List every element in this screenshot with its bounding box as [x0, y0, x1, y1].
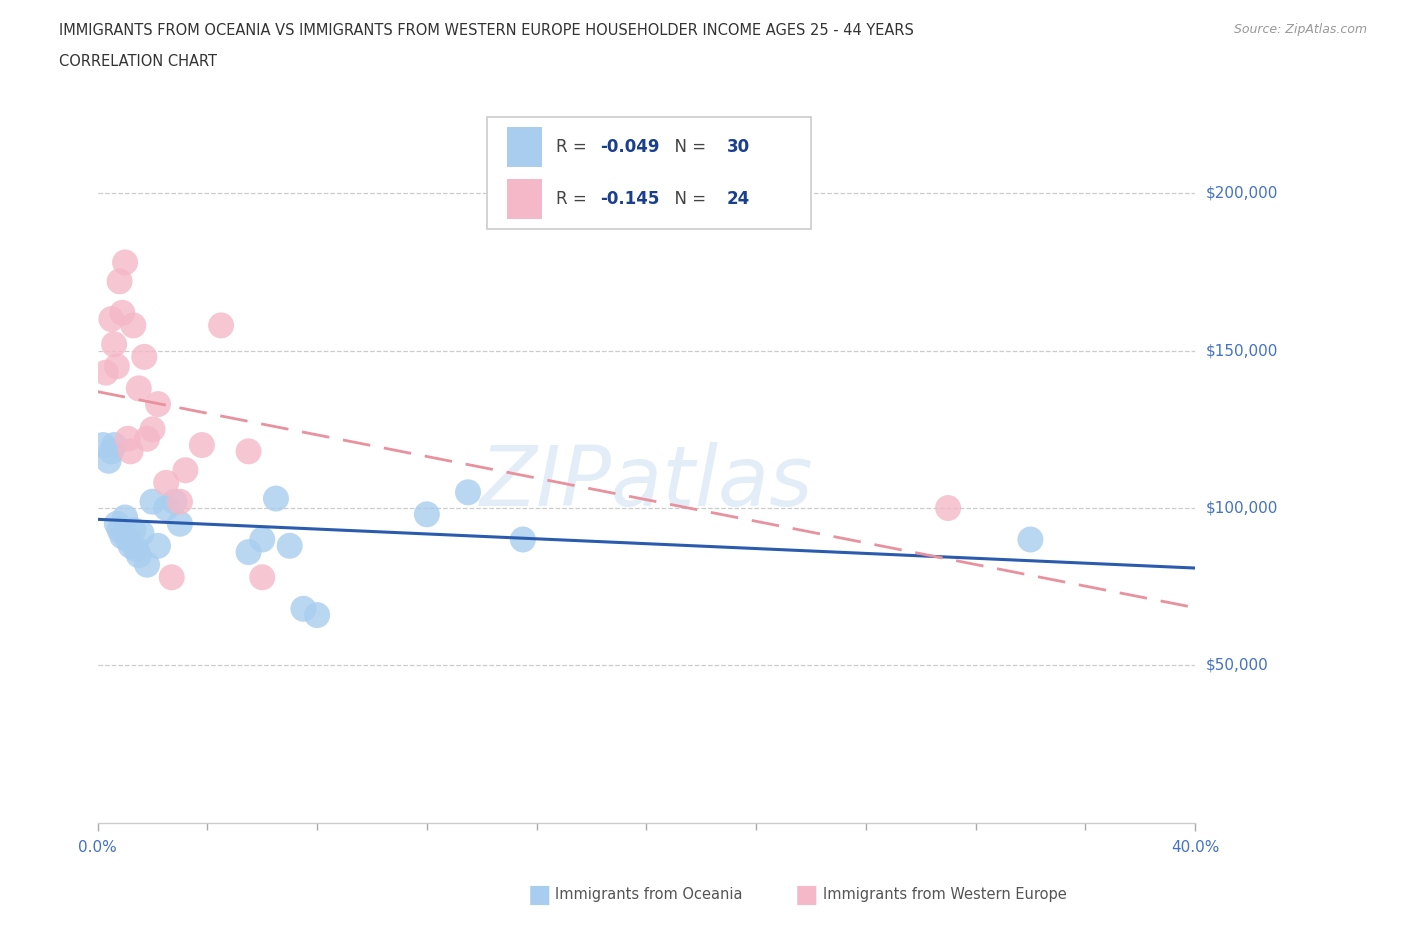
- Point: [238, 545, 260, 560]
- Text: -0.049: -0.049: [600, 139, 659, 156]
- Point: [163, 494, 186, 509]
- Point: [160, 570, 183, 585]
- Point: [100, 312, 122, 326]
- Point: [120, 538, 142, 553]
- FancyBboxPatch shape: [508, 127, 543, 167]
- Point: [141, 422, 163, 437]
- Text: R =: R =: [557, 139, 592, 156]
- Point: [307, 607, 329, 622]
- Text: $200,000: $200,000: [1206, 186, 1278, 201]
- Point: [136, 432, 159, 446]
- Point: [169, 516, 191, 531]
- Point: [97, 453, 120, 468]
- Point: [512, 532, 534, 547]
- Point: [936, 500, 959, 515]
- Point: [146, 397, 169, 412]
- Point: [131, 525, 153, 540]
- Text: 30: 30: [727, 139, 749, 156]
- Text: $150,000: $150,000: [1206, 343, 1278, 358]
- Point: [252, 570, 274, 585]
- Text: $50,000: $50,000: [1206, 658, 1268, 673]
- Point: [94, 365, 117, 380]
- Text: Immigrants from Oceania: Immigrants from Oceania: [555, 887, 742, 902]
- Text: ■: ■: [527, 883, 551, 907]
- Point: [117, 432, 139, 446]
- Point: [91, 438, 114, 453]
- Point: [136, 557, 159, 572]
- Text: $100,000: $100,000: [1206, 500, 1278, 515]
- Point: [278, 538, 301, 553]
- Point: [141, 494, 163, 509]
- Text: 24: 24: [727, 190, 749, 207]
- Point: [122, 523, 145, 538]
- Point: [128, 381, 150, 396]
- Point: [105, 516, 128, 531]
- FancyBboxPatch shape: [508, 179, 543, 219]
- Text: IMMIGRANTS FROM OCEANIA VS IMMIGRANTS FROM WESTERN EUROPE HOUSEHOLDER INCOME AGE: IMMIGRANTS FROM OCEANIA VS IMMIGRANTS FR…: [59, 23, 914, 38]
- Point: [292, 602, 315, 617]
- Point: [111, 529, 134, 544]
- Point: [238, 444, 260, 458]
- Point: [209, 318, 232, 333]
- Point: [134, 350, 156, 365]
- Point: [114, 510, 136, 525]
- Text: Source: ZipAtlas.com: Source: ZipAtlas.com: [1233, 23, 1367, 36]
- Point: [103, 438, 125, 453]
- Text: CORRELATION CHART: CORRELATION CHART: [59, 54, 217, 69]
- Point: [155, 500, 177, 515]
- Point: [122, 318, 145, 333]
- Point: [416, 507, 439, 522]
- Point: [105, 359, 128, 374]
- Point: [457, 485, 479, 499]
- Text: ■: ■: [794, 883, 818, 907]
- Point: [174, 463, 197, 478]
- Point: [155, 475, 177, 490]
- Point: [125, 541, 148, 556]
- Text: N =: N =: [664, 139, 711, 156]
- FancyBboxPatch shape: [488, 117, 811, 229]
- Point: [100, 444, 122, 458]
- Point: [103, 337, 125, 352]
- Text: -0.145: -0.145: [600, 190, 659, 207]
- Point: [191, 438, 214, 453]
- Point: [114, 255, 136, 270]
- Text: Immigrants from Western Europe: Immigrants from Western Europe: [823, 887, 1066, 902]
- Point: [1019, 532, 1042, 547]
- Point: [264, 491, 287, 506]
- Point: [111, 305, 134, 320]
- Point: [169, 494, 191, 509]
- Point: [128, 548, 150, 563]
- Point: [252, 532, 274, 547]
- Point: [108, 273, 131, 288]
- Point: [108, 523, 131, 538]
- Point: [120, 444, 142, 458]
- Point: [117, 532, 139, 547]
- Text: N =: N =: [664, 190, 711, 207]
- Text: ZIPatlas: ZIPatlas: [479, 442, 813, 523]
- Point: [146, 538, 169, 553]
- Text: R =: R =: [557, 190, 592, 207]
